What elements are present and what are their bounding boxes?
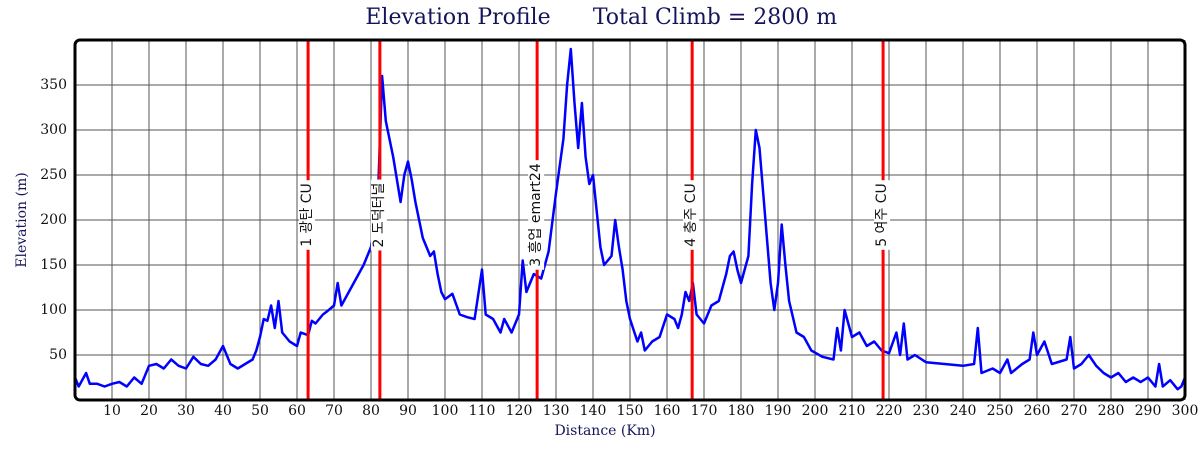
plot-border (73, 38, 1187, 402)
stop-label: 2 도덕터널 (371, 183, 387, 248)
x-tick-label: 60 (288, 403, 306, 419)
x-tick-label: 30 (177, 403, 195, 419)
y-tick-label: 300 (40, 122, 67, 138)
x-tick-label: 300 (1172, 403, 1199, 419)
x-tick-label: 270 (1061, 403, 1088, 419)
x-tick-label: 190 (765, 403, 792, 419)
y-tick-label: 100 (40, 302, 67, 318)
x-tick-label: 100 (432, 403, 459, 419)
y-tick-label: 150 (40, 257, 67, 273)
stop-label: 3 흥업 emart24 (528, 163, 544, 267)
x-tick-label: 160 (654, 403, 681, 419)
x-axis-label: Distance (Km) (554, 423, 655, 439)
y-tick-label: 200 (40, 212, 67, 228)
elevation-line (73, 47, 1187, 391)
stop-label-background (370, 179, 387, 251)
x-tick-label: 280 (1098, 403, 1125, 419)
chart-title: Elevation Profile (365, 5, 550, 30)
y-tick-label: 350 (40, 77, 67, 93)
x-tick-label: 130 (543, 403, 570, 419)
x-tick-label: 110 (469, 403, 496, 419)
x-tick-label: 10 (103, 403, 121, 419)
x-tick-label: 140 (580, 403, 607, 419)
stop-label-background (683, 180, 700, 250)
x-tick-label: 290 (1135, 403, 1162, 419)
stop-label: 1 광탄 CU (299, 183, 315, 247)
x-tick-label: 220 (876, 403, 903, 419)
x-tick-label: 250 (987, 403, 1014, 419)
x-tick-label: 70 (325, 403, 343, 419)
x-tick-label: 20 (140, 403, 158, 419)
x-tick-label: 230 (913, 403, 940, 419)
stop-label-background (299, 180, 316, 250)
stop-label: 5 여주 CU (874, 183, 890, 247)
x-tick-label: 240 (950, 403, 977, 419)
chart-subtitle: Total Climb = 2800 m (593, 5, 837, 30)
x-tick-label: 40 (214, 403, 232, 419)
x-tick-label: 150 (617, 403, 644, 419)
y-axis-label: Elevation (m) (14, 172, 30, 267)
y-tick-label: 250 (40, 167, 67, 183)
stop-label-background (874, 180, 891, 250)
x-tick-label: 260 (1024, 403, 1051, 419)
x-tick-label: 180 (728, 403, 755, 419)
x-tick-label: 50 (251, 403, 269, 419)
x-tick-label: 210 (839, 403, 866, 419)
x-tick-label: 80 (362, 403, 380, 419)
stop-label-background (528, 160, 545, 270)
x-tick-label: 120 (506, 403, 533, 419)
x-tick-label: 90 (399, 403, 417, 419)
x-tick-label: 200 (802, 403, 829, 419)
x-tick-label: 170 (691, 403, 718, 419)
stop-label: 4 충주 CU (683, 183, 699, 247)
y-tick-label: 50 (49, 347, 67, 363)
